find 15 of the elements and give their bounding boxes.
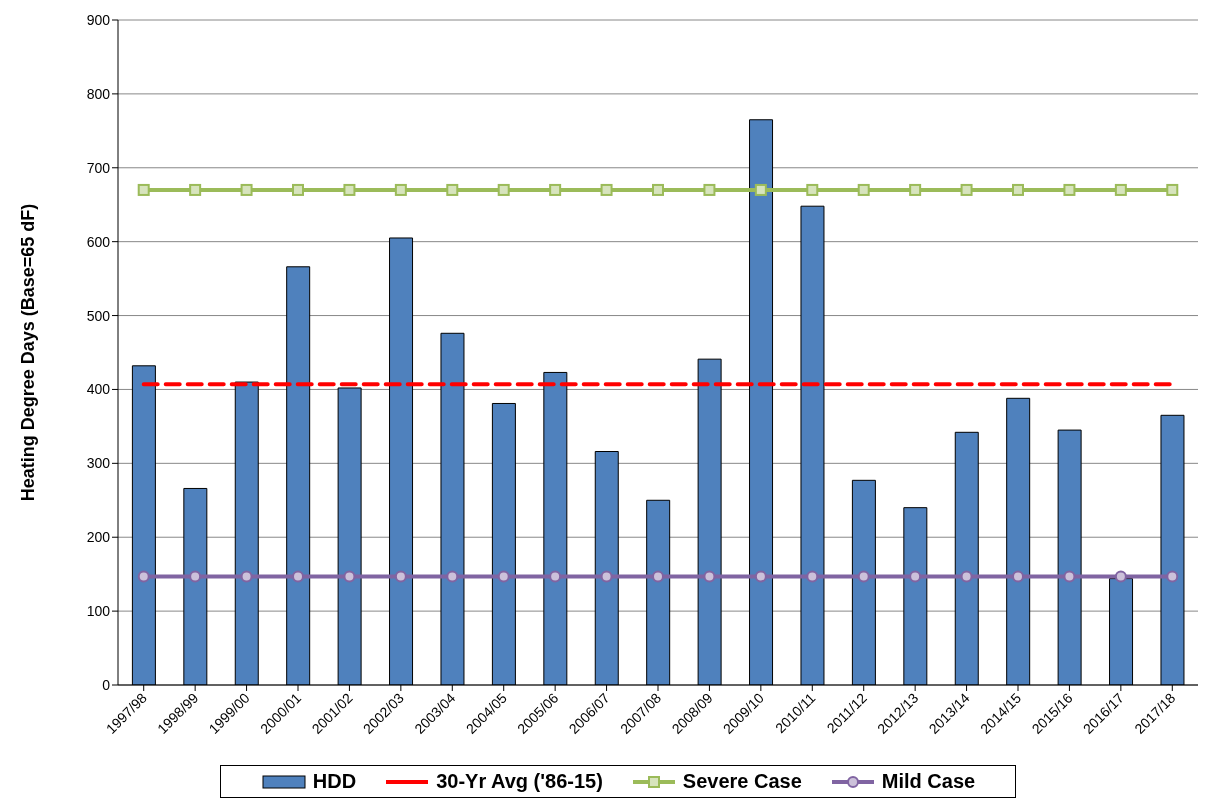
y-tick-label: 500: [86, 307, 111, 324]
y-tick-label: 100: [86, 603, 111, 620]
legend-label: Severe Case: [682, 770, 802, 793]
y-tick-label: 900: [86, 11, 111, 28]
y-tick-label: 200: [86, 529, 111, 546]
legend-label: HDD: [312, 770, 357, 793]
y-tick-label: 800: [86, 85, 111, 102]
y-tick-label: 0: [102, 676, 111, 693]
legend-label: 30-Yr Avg ('86-15): [436, 770, 603, 793]
y-axis-title: Heating Degree Days (Base=65 dF): [18, 203, 39, 502]
y-tick-label: 700: [86, 159, 111, 176]
y-tick-label: 400: [86, 381, 111, 398]
legend-label: Mild Case: [881, 770, 976, 793]
y-tick-label: 600: [86, 233, 111, 250]
y-tick-label: 300: [86, 455, 111, 472]
